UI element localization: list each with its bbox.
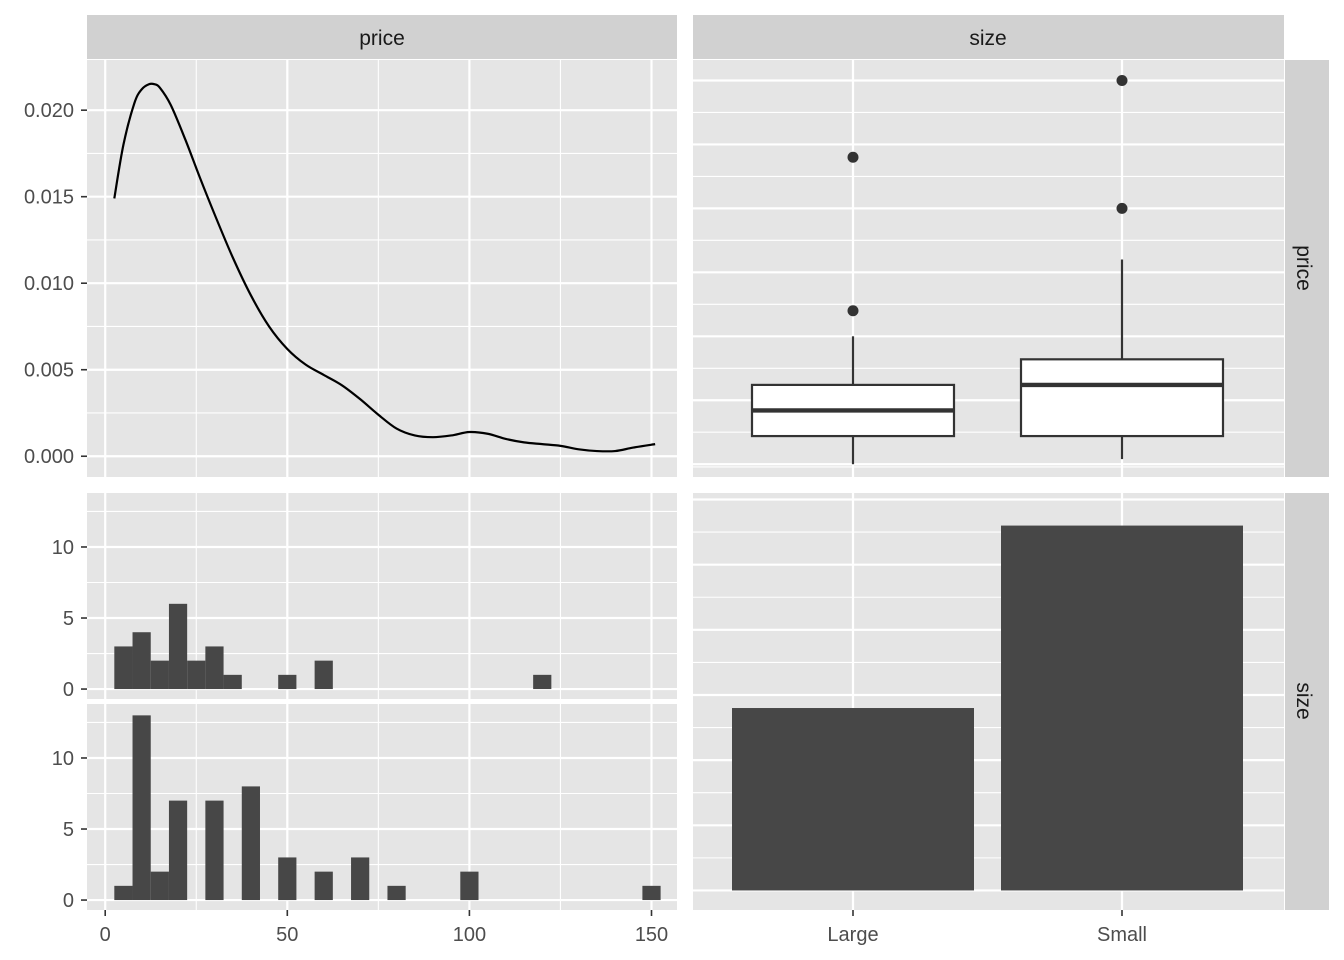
y-tick-label-histogram: 0 bbox=[63, 890, 74, 912]
density-line bbox=[113, 82, 656, 453]
histogram-bar bbox=[168, 800, 188, 901]
strip-label-column-size: size bbox=[969, 27, 1006, 50]
y-tick-label-histogram: 5 bbox=[63, 608, 74, 630]
x-tick-label-price: 100 bbox=[453, 924, 486, 946]
strip-label-row-size: size bbox=[1292, 682, 1315, 719]
boxplot-outlier bbox=[1116, 74, 1128, 86]
histogram-bar bbox=[241, 786, 260, 901]
histogram-bar bbox=[168, 603, 188, 690]
histogram-bar bbox=[533, 674, 552, 690]
histogram-bar bbox=[223, 674, 242, 690]
histogram-bar bbox=[132, 632, 151, 690]
x-tick-label-price: 0 bbox=[100, 924, 111, 946]
strip-label-row-price: price bbox=[1292, 245, 1315, 291]
histogram-bar bbox=[314, 871, 333, 901]
panel-background-price-price bbox=[87, 60, 677, 477]
y-tick-label-histogram: 0 bbox=[63, 679, 74, 701]
strip-row-size bbox=[1285, 493, 1329, 910]
histogram-bar bbox=[132, 715, 151, 901]
histogram-bar bbox=[187, 660, 206, 690]
histogram-bar bbox=[205, 646, 224, 690]
histogram-bar bbox=[114, 885, 133, 901]
boxplot-outlier bbox=[1116, 202, 1128, 214]
x-tick-label-size: Large bbox=[827, 924, 878, 946]
boxplot-small bbox=[1019, 74, 1225, 460]
histogram-bar bbox=[460, 871, 479, 901]
boxplot-box bbox=[1019, 358, 1225, 438]
boxplot-outlier bbox=[847, 151, 859, 163]
y-tick-label-density: 0.010 bbox=[24, 273, 74, 295]
histogram-bar bbox=[278, 857, 297, 901]
strip-column-price bbox=[87, 15, 677, 59]
histogram-bar bbox=[351, 857, 370, 901]
boxplot-large bbox=[750, 151, 956, 465]
histogram-bar bbox=[114, 646, 133, 690]
histogram-large bbox=[114, 603, 552, 690]
strip-label-column-price: price bbox=[359, 27, 405, 50]
y-tick-label-density: 0.015 bbox=[24, 187, 74, 209]
histogram-bar bbox=[205, 800, 224, 901]
histogram-bar bbox=[314, 660, 333, 690]
marks-layer bbox=[113, 74, 1243, 901]
y-tick-label-density: 0.000 bbox=[24, 446, 74, 468]
grid-layer bbox=[87, 60, 1284, 910]
boxplot-outlier bbox=[847, 305, 859, 317]
x-tick-label-price: 150 bbox=[635, 924, 668, 946]
bar-large bbox=[732, 708, 974, 891]
histogram-bar bbox=[150, 660, 169, 690]
y-tick-label-histogram: 5 bbox=[63, 819, 74, 841]
x-tick-label-size: Small bbox=[1097, 924, 1147, 946]
strip-row-price bbox=[1285, 60, 1329, 477]
histogram-small bbox=[114, 715, 661, 901]
strip-column-size bbox=[693, 15, 1284, 59]
histogram-bar bbox=[387, 885, 406, 901]
y-tick-label-density: 0.005 bbox=[24, 360, 74, 382]
y-tick-label-histogram: 10 bbox=[52, 537, 74, 559]
y-tick-label-density: 0.020 bbox=[24, 100, 74, 122]
y-tick-label-histogram: 10 bbox=[52, 748, 74, 770]
histogram-bar bbox=[278, 674, 297, 690]
x-tick-label-price: 50 bbox=[276, 924, 298, 946]
bar-small bbox=[1001, 525, 1243, 891]
histogram-bar bbox=[150, 871, 169, 901]
histogram-bar bbox=[642, 885, 661, 901]
